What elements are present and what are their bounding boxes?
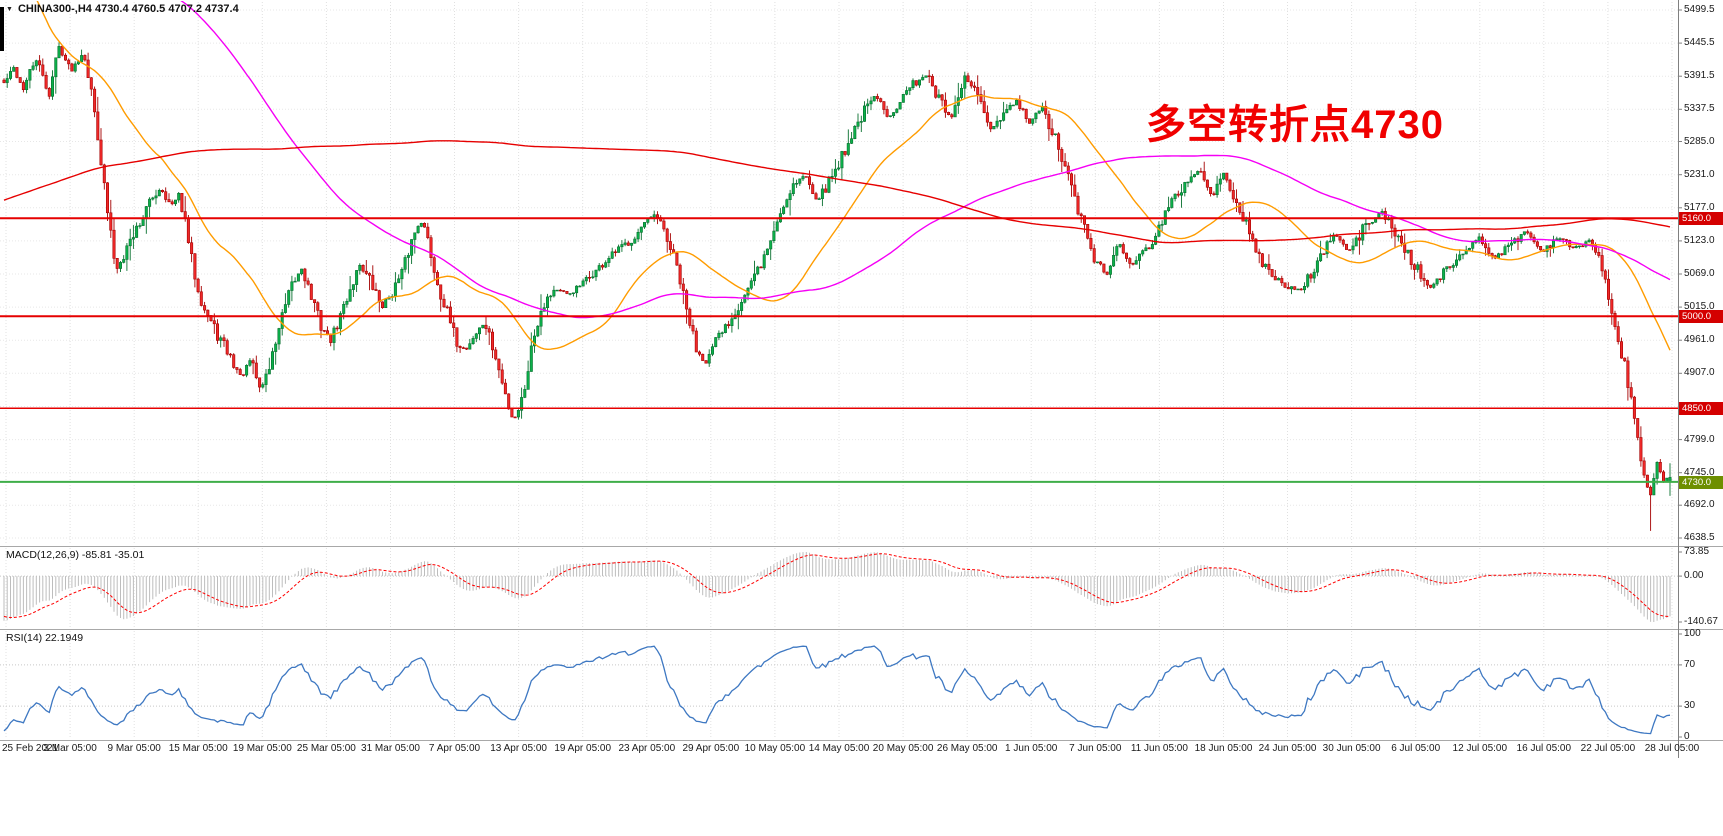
rsi-line <box>3 645 1671 735</box>
chart-title-text: CHINA300-,H4 4730.4 4760.5 4707.2 4737.4 <box>17 3 239 15</box>
candlesticks <box>2 42 1672 531</box>
price-axis-label: 4692.0 <box>1684 499 1715 511</box>
date-axis-label: 10 May 05:00 <box>744 743 806 754</box>
level-price-label: 4730.0 <box>1679 475 1723 489</box>
price-axis-label: 4745.0 <box>1684 466 1715 478</box>
date-axis-label: 6 Jul 05:00 <box>1391 743 1441 754</box>
date-axis-label: 26 May 05:00 <box>936 743 998 754</box>
level-price-label: 5160.0 <box>1679 212 1723 226</box>
date-axis-label: 3 Mar 05:00 <box>43 743 97 754</box>
date-axis-label: 16 Jul 05:00 <box>1516 743 1572 754</box>
date-axis-label: 23 Apr 05:00 <box>618 743 676 754</box>
macd-indicator-label: MACD(12,26,9) -85.81 -35.01 <box>6 549 145 561</box>
date-axis-label: 13 Apr 05:00 <box>490 743 547 754</box>
price-level-lines <box>0 217 1678 483</box>
fast-ma-line <box>36 1 1671 351</box>
date-axis-label: 15 Mar 05:00 <box>168 743 228 754</box>
annotation-text: 多空转折点4730 <box>1146 103 1444 147</box>
date-axis-label: 25 Mar 05:00 <box>296 743 356 754</box>
date-axis-label: 20 May 05:00 <box>872 743 934 754</box>
date-axis-label: 11 Jun 05:00 <box>1130 743 1188 754</box>
price-axis-label: 5069.0 <box>1684 268 1715 279</box>
date-axis-label: 24 Jun 05:00 <box>1258 743 1317 754</box>
price-axis-label: 5015.0 <box>1684 301 1715 313</box>
macd-histogram <box>3 552 1671 622</box>
date-axis-label: 7 Apr 05:00 <box>428 743 481 754</box>
price-axis-label: 5231.0 <box>1684 168 1715 180</box>
rsi-indicator-label: RSI(14) 22.1949 <box>6 632 84 644</box>
chart-header: ▼ CHINA300-,H4 4730.4 4760.5 4707.2 4737… <box>6 3 239 15</box>
symbol-marker-icon: ▼ <box>6 5 13 13</box>
price-axis-label: 5285.0 <box>1684 135 1715 147</box>
price-axis-label: 5445.5 <box>1684 37 1715 49</box>
macd-signal-line <box>3 553 1670 618</box>
date-axis-label: 29 Apr 05:00 <box>682 743 740 754</box>
price-axis-label: 4638.5 <box>1684 532 1715 543</box>
date-axis-label: 7 Jun 05:00 <box>1069 743 1122 754</box>
price-axis-label: 5123.0 <box>1684 234 1715 246</box>
date-axis-label: 12 Jul 05:00 <box>1452 743 1508 754</box>
date-axis-label: 19 Mar 05:00 <box>232 743 292 754</box>
date-axis-label: 30 Jun 05:00 <box>1322 743 1381 754</box>
panel-separators <box>0 0 1723 758</box>
price-axis-label: 5499.5 <box>1684 4 1715 15</box>
date-axis-label: 25 Feb 2021 <box>2 743 59 754</box>
macd-axis-label: 73.85 <box>1684 546 1710 557</box>
price-axis-label: 5177.0 <box>1684 201 1715 213</box>
price-axis-label: 5337.5 <box>1684 103 1715 115</box>
macd-axis-label: 0.00 <box>1684 570 1704 582</box>
date-axis-label: 22 Jul 05:00 <box>1580 743 1636 754</box>
price-axis-label: 5391.5 <box>1684 70 1715 82</box>
date-axis-label: 9 Mar 05:00 <box>107 743 161 754</box>
date-axis-label: 31 Mar 05:00 <box>361 743 420 754</box>
date-axis-label: 1 Jun 05:00 <box>1005 743 1058 754</box>
date-axis-label: 28 Jul 05:00 <box>1644 743 1700 754</box>
level-price-label: 4850.0 <box>1679 402 1723 416</box>
price-axis-label: 4907.0 <box>1684 367 1715 379</box>
slow-ma-line <box>3 140 1671 244</box>
rsi-axis-label: 100 <box>1684 628 1701 639</box>
rsi-axis-label: 0 <box>1684 731 1690 742</box>
date-axis-label: 19 Apr 05:00 <box>554 743 612 754</box>
price-axis-label: 4799.0 <box>1684 433 1715 445</box>
left-edge-marker <box>0 7 4 51</box>
medium-ma-line <box>180 1 1671 319</box>
level-price-label: 5000.0 <box>1679 310 1723 324</box>
rsi-axis-label: 70 <box>1684 658 1696 670</box>
date-axis-label: 14 May 05:00 <box>808 743 870 754</box>
rsi-axis-label: 30 <box>1684 700 1696 712</box>
date-axis-label: 18 Jun 05:00 <box>1194 743 1253 754</box>
gridlines <box>0 2 1678 737</box>
price-axis-label: 4961.0 <box>1684 334 1715 346</box>
macd-axis-label: -140.67 <box>1684 616 1718 627</box>
